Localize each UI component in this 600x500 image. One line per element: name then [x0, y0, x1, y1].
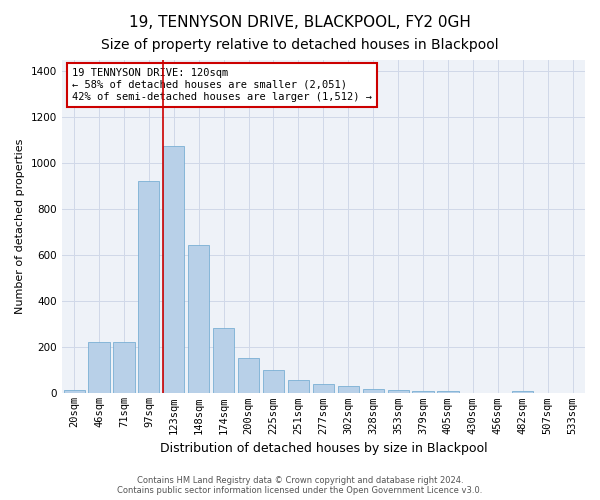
Bar	[388, 390, 409, 394]
Bar	[113, 342, 134, 394]
Text: Size of property relative to detached houses in Blackpool: Size of property relative to detached ho…	[101, 38, 499, 52]
Bar	[238, 358, 259, 394]
Bar	[288, 380, 309, 394]
Bar	[263, 370, 284, 394]
Text: Contains HM Land Registry data © Crown copyright and database right 2024.
Contai: Contains HM Land Registry data © Crown c…	[118, 476, 482, 495]
Bar	[163, 146, 184, 394]
Text: 19, TENNYSON DRIVE, BLACKPOOL, FY2 0GH: 19, TENNYSON DRIVE, BLACKPOOL, FY2 0GH	[129, 15, 471, 30]
Bar	[412, 390, 434, 394]
Bar	[88, 342, 110, 394]
X-axis label: Distribution of detached houses by size in Blackpool: Distribution of detached houses by size …	[160, 442, 487, 455]
Bar	[313, 384, 334, 394]
Bar	[213, 328, 234, 394]
Bar	[188, 245, 209, 394]
Text: 19 TENNYSON DRIVE: 120sqm
← 58% of detached houses are smaller (2,051)
42% of se: 19 TENNYSON DRIVE: 120sqm ← 58% of detac…	[72, 68, 372, 102]
Bar	[437, 391, 458, 394]
Bar	[138, 180, 160, 394]
Y-axis label: Number of detached properties: Number of detached properties	[15, 139, 25, 314]
Bar	[362, 389, 384, 394]
Bar	[338, 386, 359, 394]
Bar	[64, 390, 85, 394]
Bar	[512, 391, 533, 394]
